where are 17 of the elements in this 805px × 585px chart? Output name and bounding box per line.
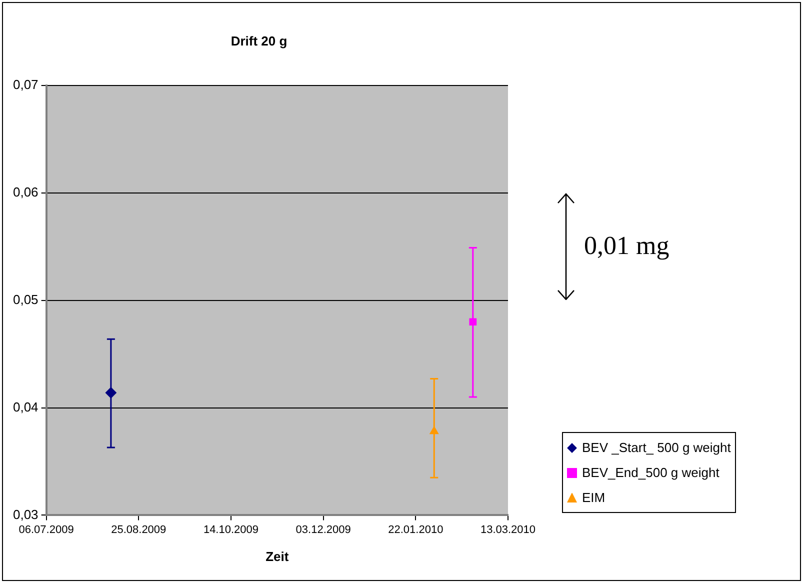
legend-label: BEV_End_500 g weight — [582, 465, 720, 480]
x-tick-label: 06.07.2009 — [18, 524, 74, 536]
chart-title: Drift 20 g — [230, 33, 288, 48]
y-tick-label: 0,06 — [12, 184, 38, 200]
legend-label: BEV _Start_ 500 g weight — [582, 440, 731, 455]
y-tick-label: 0,05 — [12, 292, 38, 307]
legend-label: EIM — [582, 490, 606, 505]
y-tick-label: 0,03 — [12, 506, 38, 522]
x-tick-label: 25.08.2009 — [111, 524, 166, 536]
x-axis-title: Zeit — [266, 548, 290, 564]
y-tick-label: 0,04 — [12, 399, 38, 414]
x-tick-label: 22.01.2010 — [388, 524, 444, 536]
y-tick-label: 0,07 — [12, 77, 38, 92]
x-tick-label: 14.10.2009 — [203, 524, 259, 536]
x-tick-label: 13.03.2010 — [480, 524, 536, 536]
text: 0,01 mg — [584, 230, 670, 261]
x-tick-label: 03.12.2009 — [296, 524, 351, 536]
